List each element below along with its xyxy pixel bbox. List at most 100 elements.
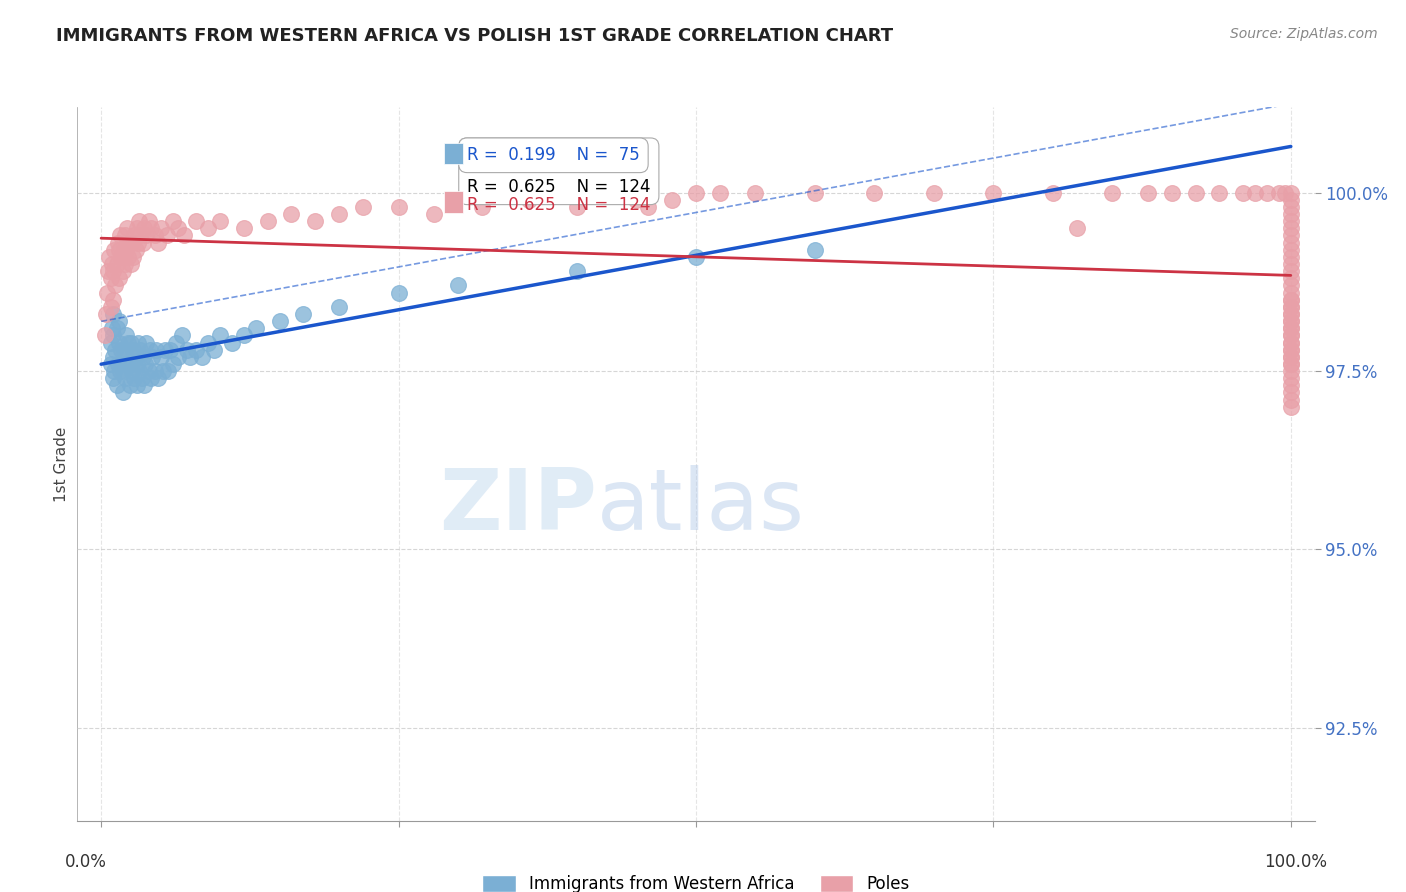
- Point: [115, 243, 138, 257]
- Point: [269, 314, 291, 328]
- Point: [101, 321, 124, 335]
- Point: [328, 300, 350, 314]
- Text: atlas: atlas: [598, 465, 806, 549]
- Point: [1279, 243, 1302, 257]
- Point: [100, 335, 122, 350]
- Point: [1279, 385, 1302, 400]
- Text: 100.0%: 100.0%: [1264, 853, 1327, 871]
- Point: [1279, 378, 1302, 392]
- Point: [127, 235, 149, 250]
- Point: [983, 186, 1005, 200]
- Text: 0.0%: 0.0%: [65, 853, 107, 871]
- Point: [1279, 300, 1302, 314]
- Point: [128, 214, 150, 228]
- Point: [1279, 293, 1302, 307]
- Point: [1184, 186, 1206, 200]
- Point: [127, 335, 149, 350]
- Point: [1101, 186, 1123, 200]
- Point: [162, 214, 184, 228]
- Legend: Immigrants from Western Africa, Poles: Immigrants from Western Africa, Poles: [475, 868, 917, 892]
- Point: [1256, 186, 1278, 200]
- Point: [232, 221, 254, 235]
- Point: [93, 328, 115, 343]
- Point: [114, 350, 136, 364]
- Point: [100, 271, 122, 285]
- Point: [685, 186, 707, 200]
- Point: [1279, 307, 1302, 321]
- Point: [922, 186, 945, 200]
- Point: [97, 264, 120, 278]
- Point: [129, 228, 152, 243]
- Point: [1279, 321, 1302, 335]
- Point: [101, 293, 124, 307]
- Point: [209, 214, 232, 228]
- Point: [447, 278, 470, 293]
- Point: [280, 207, 302, 221]
- Point: [1274, 186, 1296, 200]
- Point: [197, 335, 219, 350]
- Point: [148, 235, 170, 250]
- Point: [423, 207, 446, 221]
- Point: [138, 214, 160, 228]
- Point: [387, 200, 409, 214]
- Point: [149, 221, 172, 235]
- Point: [108, 335, 131, 350]
- Point: [108, 228, 131, 243]
- Point: [101, 328, 124, 343]
- Point: [804, 243, 827, 257]
- Point: [1279, 293, 1302, 307]
- Point: [1160, 186, 1182, 200]
- FancyBboxPatch shape: [443, 143, 464, 164]
- Point: [804, 186, 827, 200]
- Point: [139, 371, 162, 385]
- Point: [135, 228, 157, 243]
- Point: [124, 243, 146, 257]
- Point: [120, 357, 142, 371]
- Point: [170, 328, 193, 343]
- Point: [114, 257, 136, 271]
- Point: [100, 300, 122, 314]
- Point: [1232, 186, 1254, 200]
- Point: [121, 364, 143, 378]
- Point: [143, 228, 166, 243]
- Point: [256, 214, 278, 228]
- Point: [179, 350, 201, 364]
- Point: [125, 378, 148, 392]
- Point: [1279, 264, 1302, 278]
- Point: [105, 257, 128, 271]
- Point: [117, 221, 139, 235]
- Point: [1279, 321, 1302, 335]
- Point: [132, 350, 155, 364]
- Point: [152, 364, 174, 378]
- Point: [1279, 228, 1302, 243]
- Point: [101, 264, 124, 278]
- Point: [637, 200, 659, 214]
- Point: [100, 357, 122, 371]
- Point: [1279, 357, 1302, 371]
- Point: [94, 307, 117, 321]
- Point: [112, 243, 135, 257]
- Point: [129, 343, 152, 357]
- Point: [111, 385, 134, 400]
- Point: [304, 214, 326, 228]
- Point: [1279, 314, 1302, 328]
- Point: [565, 264, 588, 278]
- Point: [1279, 257, 1302, 271]
- Point: [131, 371, 153, 385]
- Point: [1279, 357, 1302, 371]
- Point: [124, 228, 146, 243]
- Point: [1279, 343, 1302, 357]
- Point: [117, 250, 139, 264]
- Point: [292, 307, 315, 321]
- Point: [1244, 186, 1267, 200]
- Point: [1279, 314, 1302, 328]
- Point: [167, 350, 190, 364]
- Point: [111, 364, 134, 378]
- Point: [1279, 371, 1302, 385]
- Point: [709, 186, 731, 200]
- Point: [118, 235, 141, 250]
- Point: [135, 335, 157, 350]
- Point: [1279, 300, 1302, 314]
- Text: R =  0.625    N =  124: R = 0.625 N = 124: [467, 196, 651, 214]
- Point: [1279, 235, 1302, 250]
